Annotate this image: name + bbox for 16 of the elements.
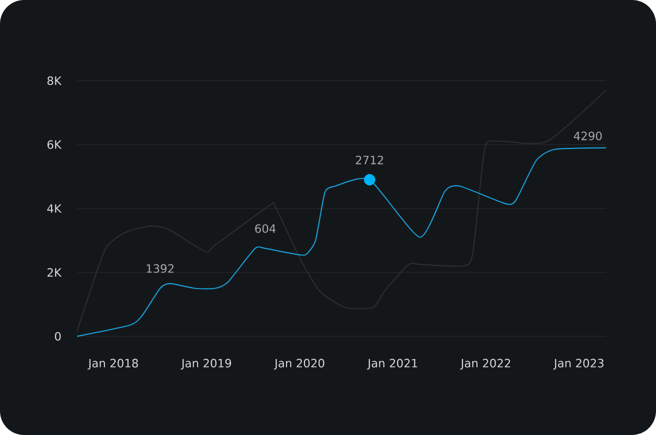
annotation: 4290	[574, 132, 602, 140]
annotation: 604	[255, 224, 276, 233]
y-tick-label: 6K	[47, 140, 62, 149]
x-tick-label: Jan 2022	[460, 358, 510, 370]
x-tick-label: Jan 2019	[180, 358, 232, 370]
y-tick-label: 8K	[47, 76, 62, 86]
annotation: 1392	[146, 264, 174, 273]
y-tick-label: 0	[54, 332, 61, 341]
line-series	[76, 147, 607, 337]
annotation: 2712	[356, 156, 384, 164]
x-tick-label: Jan 2021	[367, 358, 418, 370]
x-tick-label: Jan 2020	[274, 358, 324, 370]
y-tick-label: 4K	[47, 204, 62, 213]
x-tick-label: Jan 2018	[88, 358, 138, 370]
y-tick-label: 2K	[48, 268, 62, 277]
x-tick-label: Jan 2023	[553, 358, 604, 370]
